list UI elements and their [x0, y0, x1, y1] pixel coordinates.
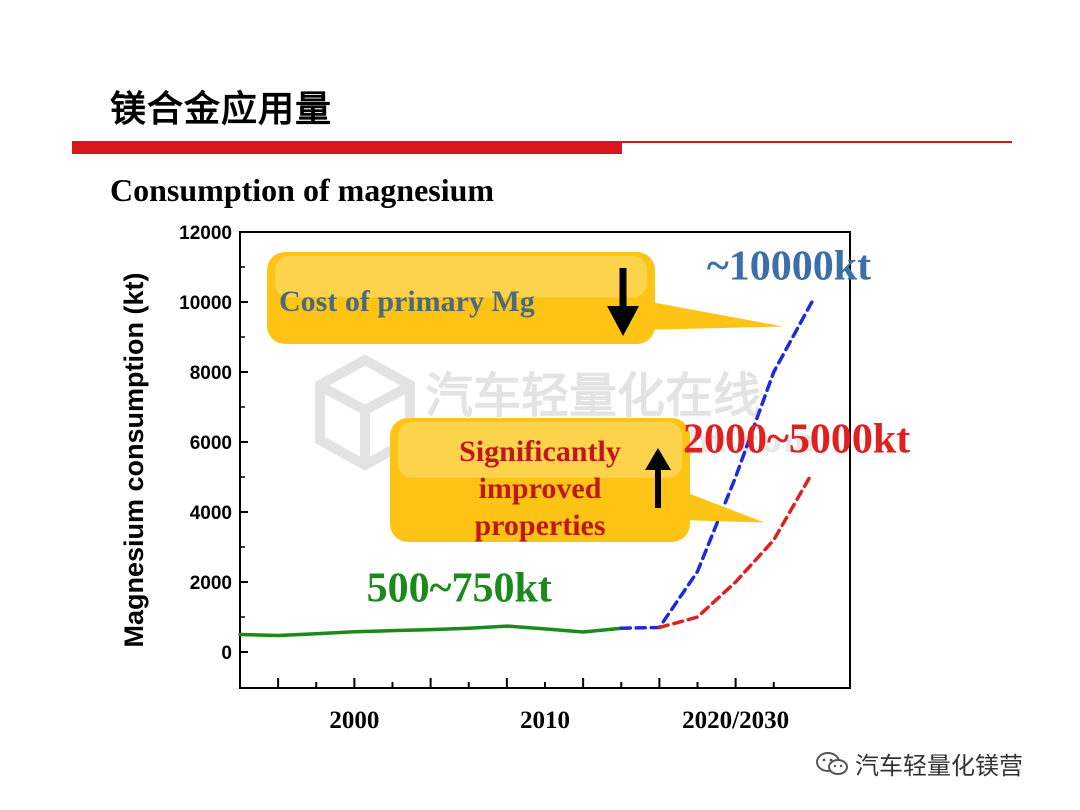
- callout-pointer: [680, 490, 765, 523]
- series-layer: [238, 300, 814, 638]
- callout-text: improved: [479, 472, 602, 505]
- callout-highlight: [398, 422, 682, 478]
- wechat-account: 汽车轻量化镁营: [815, 746, 1023, 781]
- arrow-head: [645, 448, 671, 470]
- series-line-2: [657, 471, 814, 630]
- x-tick-label: 2000: [329, 707, 379, 734]
- arrow-down-icon: [607, 268, 639, 336]
- title-accent-line: [622, 141, 1012, 143]
- callout-text: Cost of primary Mg: [279, 285, 535, 318]
- arrow-head: [607, 306, 639, 336]
- y-tick-label: 8000: [190, 363, 232, 384]
- callout-text: properties: [474, 509, 605, 542]
- x-tick-label: 2010: [520, 707, 570, 734]
- y-tick-label: 6000: [190, 433, 232, 454]
- y-axis-label: Magnesium consumption (kt): [119, 272, 149, 647]
- x-axis: 2000 2010 2020/2030: [277, 678, 789, 734]
- title-accent-bar: [72, 141, 622, 154]
- y-tick-label: 4000: [190, 503, 232, 524]
- arrow-up-icon: [645, 448, 671, 508]
- series-line-1: [619, 300, 814, 630]
- callout-highlight: [275, 256, 647, 298]
- wechat-label: 汽车轻量化镁营: [855, 752, 1023, 780]
- watermark-cn: 汽车轻量化在线: [425, 368, 761, 424]
- y-axis: 0 2000 4000 6000 8000 10000 12000: [179, 223, 248, 664]
- y-tick-label: 12000: [179, 223, 232, 244]
- callout-text: Significantly: [459, 435, 621, 468]
- y-tick-label: 2000: [190, 573, 232, 594]
- callout-pointer: [640, 300, 784, 330]
- annotation-label-0: 500~750kt: [367, 565, 552, 611]
- annotation-label-2: 2000~5000kt: [683, 417, 910, 463]
- x-tick-label: 2020/2030: [682, 707, 789, 734]
- slide-subtitle: Consumption of magnesium: [110, 172, 495, 208]
- slide-title: 镁合金应用量: [110, 89, 333, 130]
- y-tick-label: 0: [221, 643, 232, 664]
- annotation-layer: 500~750kt ~10000kt 2000~5000kt: [367, 243, 911, 611]
- wechat-icon: [816, 751, 848, 775]
- series-line-0: [238, 624, 623, 638]
- annotation-label-1: ~10000kt: [707, 243, 871, 289]
- y-tick-label: 10000: [179, 293, 232, 314]
- callout-layer: Cost of primary Mg Significantly improved p…: [267, 252, 784, 542]
